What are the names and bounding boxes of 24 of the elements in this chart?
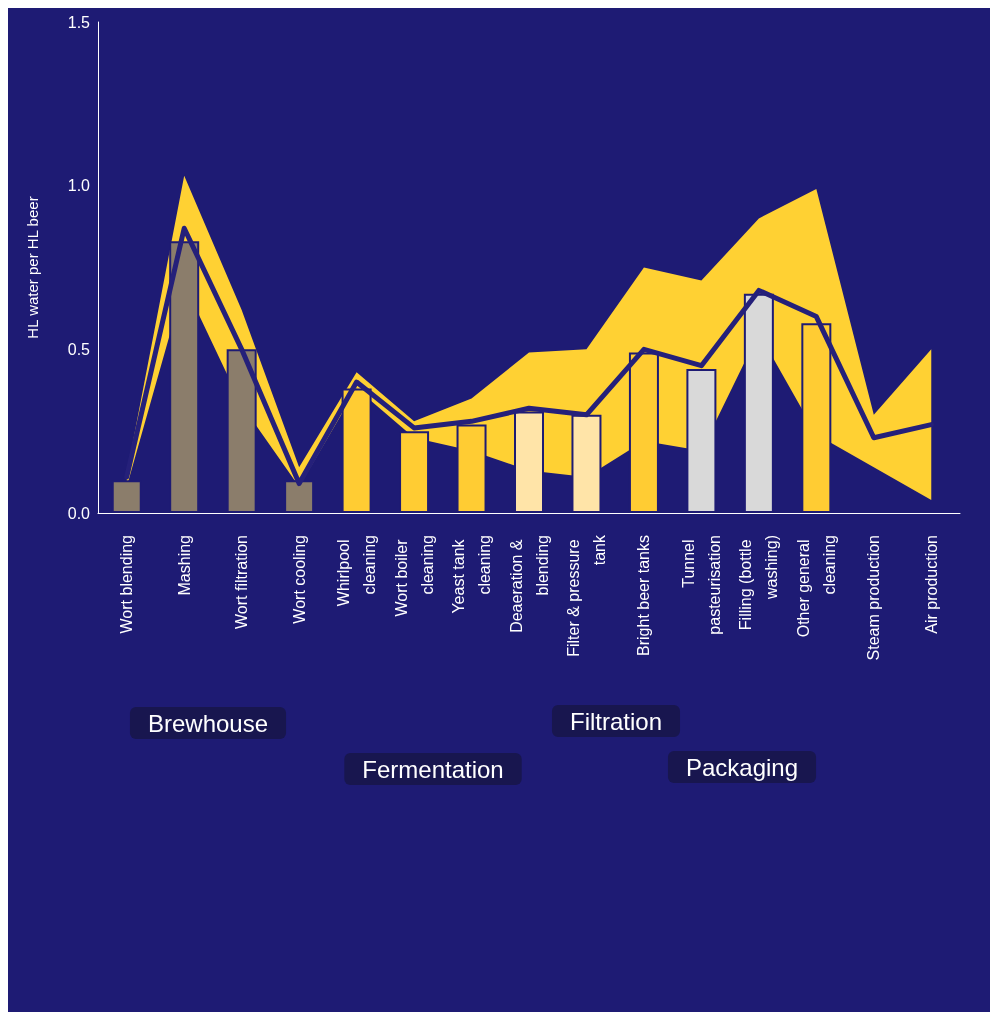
- x-tick-label: Filling (bottle washing): [737, 535, 781, 631]
- x-tick-label: Yeast tank cleaning: [450, 535, 494, 614]
- y-axis-title: HL water per HL beer: [24, 196, 41, 339]
- y-tick-label: 1.0: [67, 177, 91, 195]
- x-tick-label: Tunnel pasteurisation: [679, 535, 723, 635]
- x-tick-label: Wort filtration: [233, 535, 251, 629]
- text: Packaging: [685, 753, 799, 781]
- x-tick-label: Mashing: [175, 535, 193, 596]
- x-tick-label: Air production: [922, 535, 940, 634]
- x-tick-label: Wort blending: [118, 535, 136, 634]
- text: Fermentation: [362, 755, 504, 783]
- y-tick-label: 1.5: [67, 13, 91, 31]
- y-tick-label: 0.0: [67, 504, 91, 522]
- x-tick-label: Wort cooling: [290, 535, 308, 624]
- x-tick-label: Deaeration & blending: [507, 535, 551, 633]
- y-tick-label: 0.5: [67, 340, 91, 358]
- x-tick-label: Other general cleaning: [794, 535, 838, 638]
- x-tick-label: Bright beer tanks: [635, 535, 653, 656]
- text: Filtration: [569, 707, 663, 735]
- x-tick-label: Steam production: [865, 535, 883, 661]
- x-tick-label: Filter & pressure tank: [564, 534, 608, 657]
- text: Brewhouse: [147, 709, 269, 737]
- x-tick-label: Wort boiler cleaning: [392, 535, 436, 617]
- x-tick-label: Whirlpool cleaning: [335, 535, 379, 607]
